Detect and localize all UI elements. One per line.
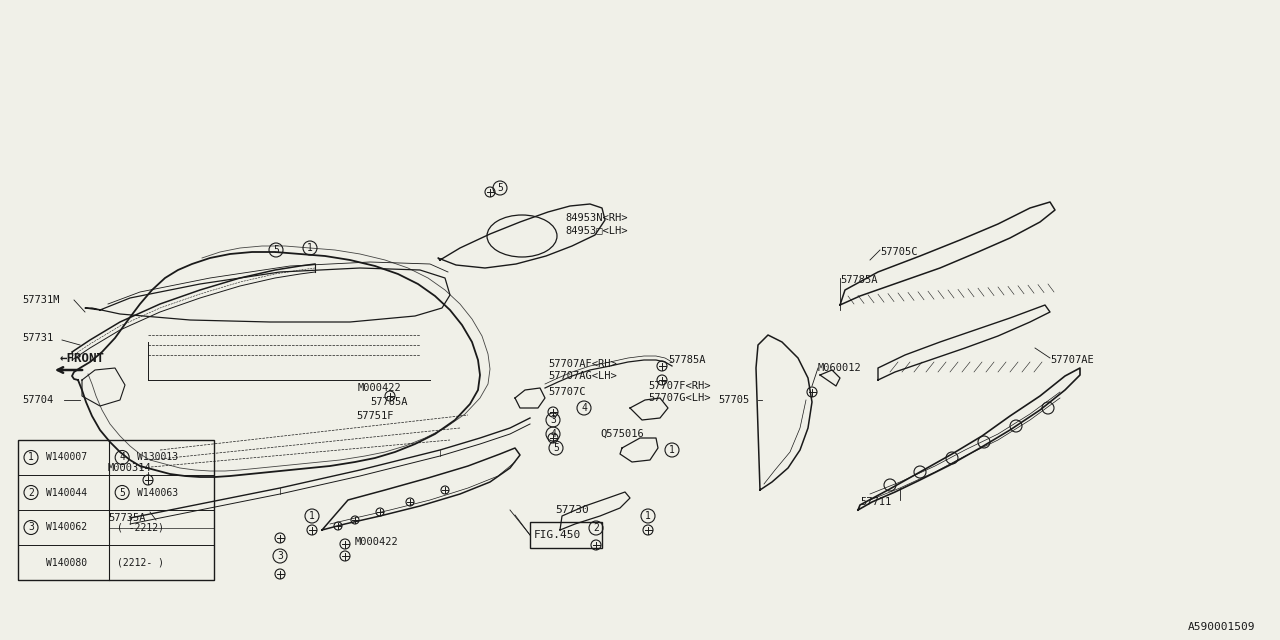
Text: 57731: 57731 [22, 333, 54, 343]
Text: 1: 1 [645, 511, 652, 521]
Text: (2212- ): (2212- ) [118, 557, 164, 568]
Text: 4: 4 [550, 429, 556, 439]
Text: ( -2212): ( -2212) [118, 522, 164, 532]
Text: W140063: W140063 [137, 488, 178, 497]
Text: 1: 1 [308, 511, 315, 521]
Text: 57711: 57711 [860, 497, 891, 507]
Text: W130013: W130013 [137, 452, 178, 463]
Text: 57735A: 57735A [108, 513, 146, 523]
Text: M000422: M000422 [358, 383, 402, 393]
Text: 3: 3 [550, 415, 556, 425]
Text: 57707AF<RH>: 57707AF<RH> [548, 359, 617, 369]
Text: M000422: M000422 [355, 537, 399, 547]
Text: 5: 5 [119, 488, 125, 497]
Text: 2: 2 [593, 523, 599, 533]
Text: W140080: W140080 [46, 557, 87, 568]
Text: 3: 3 [28, 522, 35, 532]
Text: 57730: 57730 [556, 505, 589, 515]
Text: 4: 4 [119, 452, 125, 463]
Text: 4: 4 [581, 403, 588, 413]
Text: 57751F: 57751F [356, 411, 393, 421]
Text: 5: 5 [273, 245, 279, 255]
Text: 1: 1 [669, 445, 675, 455]
Text: 57785A: 57785A [370, 397, 407, 407]
Text: W140007: W140007 [46, 452, 87, 463]
Text: 3: 3 [276, 551, 283, 561]
Text: 57704: 57704 [22, 395, 54, 405]
Text: 57707C: 57707C [548, 387, 585, 397]
Text: 57731M: 57731M [22, 295, 59, 305]
Text: 57707G<LH>: 57707G<LH> [648, 393, 710, 403]
Text: 57785A: 57785A [668, 355, 705, 365]
Text: W140062: W140062 [46, 522, 87, 532]
Text: FIG.450: FIG.450 [534, 530, 581, 540]
Text: M060012: M060012 [818, 363, 861, 373]
Text: W140044: W140044 [46, 488, 87, 497]
Text: 84953N<RH>: 84953N<RH> [564, 213, 627, 223]
Text: A590001509: A590001509 [1188, 622, 1254, 632]
Text: M000314: M000314 [108, 463, 152, 473]
Text: ←FRONT: ←FRONT [60, 351, 105, 365]
Text: 57785A: 57785A [840, 275, 878, 285]
Text: 57705C: 57705C [881, 247, 918, 257]
Bar [18, 440, 214, 580]
Text: Q575016: Q575016 [600, 429, 644, 439]
Text: 1: 1 [28, 452, 35, 463]
Text: 57707AE: 57707AE [1050, 355, 1093, 365]
Text: 1: 1 [307, 243, 312, 253]
Text: 57705: 57705 [718, 395, 749, 405]
Text: 57707F<RH>: 57707F<RH> [648, 381, 710, 391]
Text: 84953□<LH>: 84953□<LH> [564, 225, 627, 235]
Text: 5: 5 [553, 443, 559, 453]
Text: 2: 2 [28, 488, 35, 497]
Text: 5: 5 [497, 183, 503, 193]
Bar [530, 522, 602, 548]
Text: 57707AG<LH>: 57707AG<LH> [548, 371, 617, 381]
